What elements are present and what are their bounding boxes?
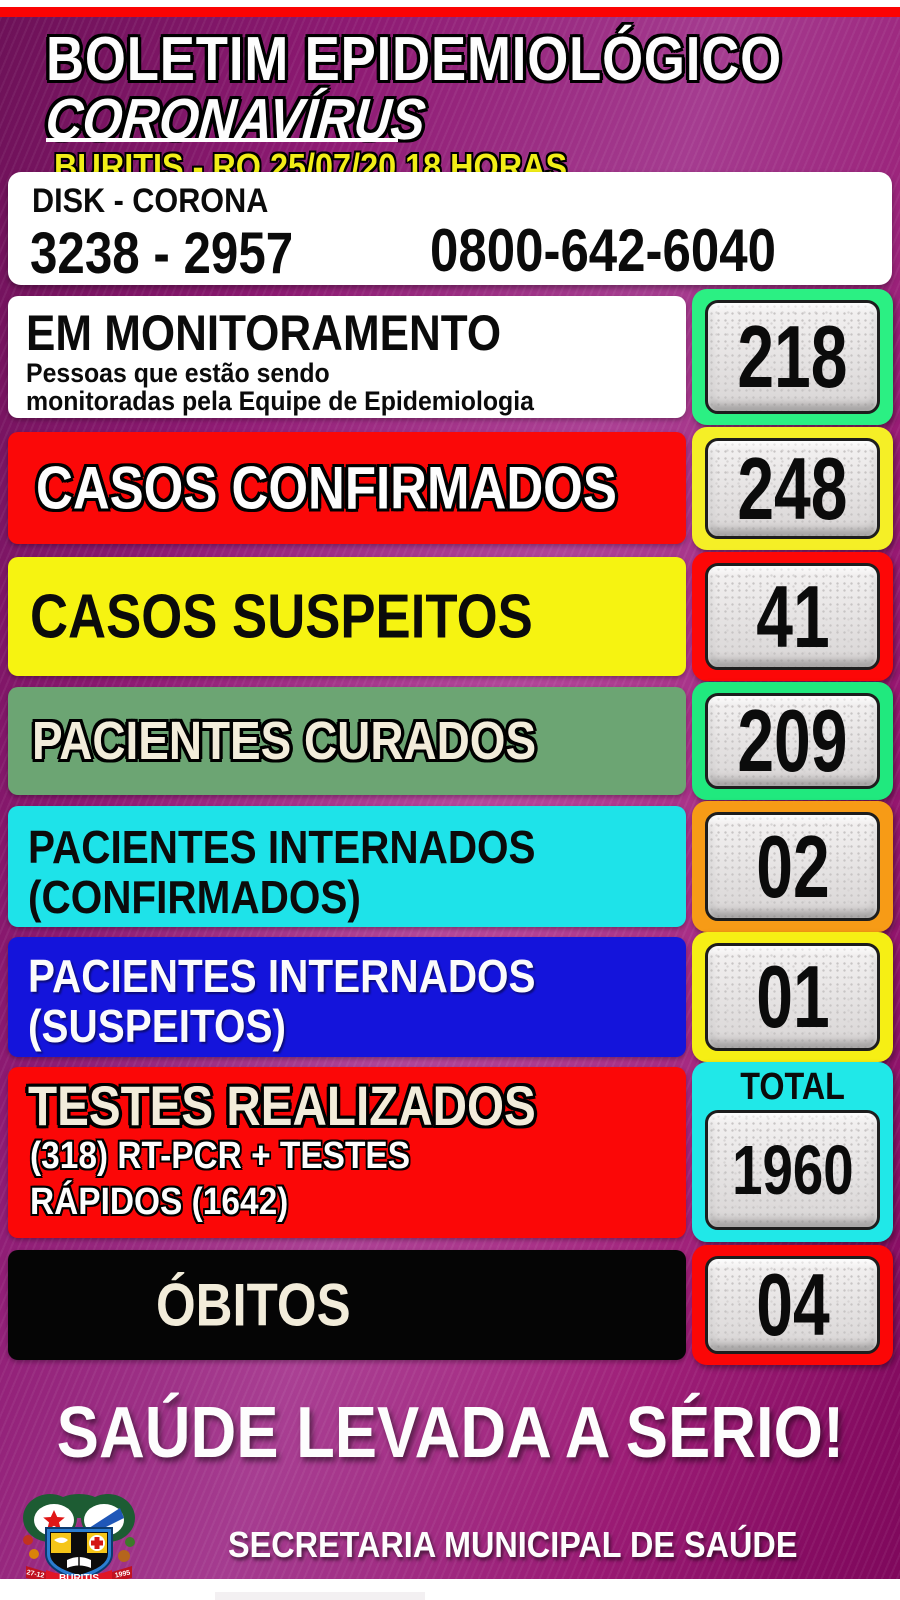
stat-bar-hospitalized-suspect: PACIENTES INTERNADOS (SUSPEITOS) — [8, 937, 686, 1057]
stat-value-suspect: 41 — [744, 566, 842, 668]
stat-sublabel-tests-1-text: (318) RT-PCR + TESTES — [30, 1135, 411, 1177]
subtitle-text: CORONAVÍRUS — [42, 87, 429, 152]
stat-value-confirmed: 248 — [719, 438, 866, 540]
top-white-strip — [0, 0, 900, 7]
buritis-crest-logo: BURITIS 27-12 1995 — [23, 1494, 135, 1587]
stat-bar-monitoring: EM MONITORAMENTO Pessoas que estão sendo… — [8, 296, 686, 418]
stat-bar-suspect: CASOS SUSPEITOS — [8, 557, 686, 676]
stat-label-suspect-text: CASOS SUSPEITOS — [30, 582, 533, 651]
stat-label-suspect: CASOS SUSPEITOS — [30, 581, 621, 652]
stat-label-cured: PACIENTES CURADOS — [32, 710, 625, 772]
stat-value-confirmed-text: 248 — [737, 438, 848, 538]
stat-label-hospitalized-confirmed-1: PACIENTES INTERNADOS — [28, 820, 605, 874]
stat-value-box-monitoring: 218 — [705, 300, 880, 414]
subtitle-underline — [46, 138, 398, 142]
stat-label-monitoring: EM MONITORAMENTO — [26, 304, 566, 362]
hotline-box: DISK - CORONA 3238 - 2957 0800-642-6040 — [8, 172, 892, 287]
stat-value-deaths-text: 04 — [755, 1255, 830, 1354]
crest-right-year-text: 1995 — [114, 1569, 131, 1579]
stat-label-hospitalized-confirmed-2: (CONFIRMADOS) — [28, 870, 406, 924]
hotline-phone-tollfree-text: 0800-642-6040 — [430, 217, 776, 284]
stat-value-box-hospitalized-confirmed: 02 — [705, 812, 880, 921]
stat-label-confirmed: CASOS CONFIRMADOS — [36, 454, 719, 523]
stat-value-frame-hospitalized-suspect: 01 — [692, 932, 893, 1062]
stat-label-hospitalized-confirmed-1-text: PACIENTES INTERNADOS — [28, 821, 536, 873]
stat-label-hospitalized-suspect-2-text: (SUSPEITOS) — [28, 1000, 286, 1052]
stat-sublabel-monitoring-1-text: Pessoas que estão sendo — [26, 358, 330, 388]
stat-label-hospitalized-suspect-1-text: PACIENTES INTERNADOS — [28, 950, 536, 1002]
stat-value-box-cured: 209 — [705, 690, 880, 792]
stat-value-box-suspect: 41 — [705, 563, 880, 670]
stat-bar-hospitalized-confirmed: PACIENTES INTERNADOS (CONFIRMADOS) — [8, 806, 686, 927]
stat-label-confirmed-text: CASOS CONFIRMADOS — [36, 454, 617, 522]
page-title-text: BOLETIM EPIDEMIOLÓGICO — [46, 25, 783, 94]
bottom-faint-bar — [215, 1592, 425, 1600]
stat-value-cured-text: 209 — [737, 691, 848, 790]
organization-name-text: SECRETARIA MUNICIPAL DE SAÚDE — [228, 1524, 798, 1565]
subtitle-coronavirus: CORONAVÍRUS — [42, 86, 477, 153]
stat-value-frame-deaths: 04 — [692, 1245, 893, 1365]
stat-label-monitoring-text: EM MONITORAMENTO — [26, 305, 502, 361]
crest-city-text: BURITIS — [59, 1573, 99, 1584]
stat-value-frame-confirmed: 248 — [692, 427, 893, 550]
stat-sublabel-monitoring-2-text: monitoradas pela Equipe de Epidemiologia — [26, 386, 534, 416]
hotline-phone-tollfree: 0800-642-6040 — [430, 216, 837, 285]
stat-value-box-confirmed: 248 — [705, 438, 880, 539]
stat-label-tests-text: TESTES REALIZADOS — [28, 1074, 536, 1137]
hotline-label: DISK - CORONA — [32, 182, 295, 221]
stat-label-cured-text: PACIENTES CURADOS — [32, 711, 537, 771]
crest-left-date-text: 27-12 — [26, 1569, 45, 1580]
stat-sublabel-tests-1: (318) RT-PCR + TESTES — [30, 1135, 462, 1178]
bottom-white-strip — [0, 1579, 900, 1600]
stat-label-deaths: ÓBITOS — [156, 1271, 385, 1340]
stat-bar-confirmed: CASOS CONFIRMADOS — [8, 432, 686, 544]
slogan: SAÚDE LEVADA A SÉRIO! — [0, 1392, 900, 1474]
organization-name: SECRETARIA MUNICIPAL DE SAÚDE — [228, 1524, 861, 1566]
stat-bar-deaths: ÓBITOS — [8, 1250, 686, 1360]
stat-value-frame-hospitalized-confirmed: 02 — [692, 801, 893, 932]
stat-value-hospitalized-confirmed-text: 02 — [755, 816, 830, 916]
stat-value-hospitalized-suspect: 01 — [744, 946, 842, 1048]
stat-value-hospitalized-suspect-text: 01 — [755, 947, 830, 1046]
stat-sublabel-monitoring-2: monitoradas pela Equipe de Epidemiologia — [26, 386, 578, 417]
stat-value-suspect-text: 41 — [755, 566, 830, 666]
stat-value-frame-suspect: 41 — [692, 552, 893, 681]
stat-label-hospitalized-suspect-2: (SUSPEITOS) — [28, 999, 321, 1053]
slogan-text: SAÚDE LEVADA A SÉRIO! — [56, 1393, 844, 1473]
hotline-phone-local-text: 3238 - 2957 — [30, 221, 294, 286]
stat-total-label-text: TOTAL — [740, 1066, 845, 1108]
stat-value-box-tests: 1960 — [705, 1110, 880, 1230]
stat-sublabel-monitoring-1: Pessoas que estão sendo — [26, 358, 356, 389]
stat-value-frame-cured: 209 — [692, 682, 893, 800]
stat-value-frame-tests: TOTAL 1960 — [692, 1062, 893, 1242]
stat-label-tests: TESTES REALIZADOS — [28, 1073, 625, 1138]
hotline-label-text: DISK - CORONA — [32, 182, 269, 220]
stat-value-deaths: 04 — [744, 1254, 842, 1356]
stat-value-cured: 209 — [719, 690, 866, 792]
stat-value-hospitalized-confirmed: 02 — [744, 816, 842, 918]
stat-total-label: TOTAL — [692, 1066, 893, 1109]
stat-label-hospitalized-confirmed-2-text: (CONFIRMADOS) — [28, 871, 361, 923]
stat-value-frame-monitoring: 218 — [692, 289, 893, 425]
hotline-phone-local: 3238 - 2957 — [30, 220, 340, 287]
stat-label-deaths-text: ÓBITOS — [156, 1271, 351, 1339]
page-title: BOLETIM EPIDEMIOLÓGICO — [46, 24, 900, 95]
stat-value-box-deaths: 04 — [705, 1254, 880, 1356]
stat-value-box-hospitalized-suspect: 01 — [705, 943, 880, 1051]
top-red-strip — [0, 7, 900, 17]
stat-bar-cured: PACIENTES CURADOS — [8, 687, 686, 795]
stat-value-monitoring-text: 218 — [737, 307, 848, 406]
stat-value-tests-text: 1960 — [731, 1131, 854, 1209]
stat-value-tests: 1960 — [715, 1130, 871, 1210]
stat-label-hospitalized-suspect-1: PACIENTES INTERNADOS — [28, 949, 605, 1003]
stat-sublabel-tests-2-text: RÁPIDOS (1642) — [30, 1181, 289, 1223]
stat-value-monitoring: 218 — [719, 306, 866, 408]
stat-sublabel-tests-2: RÁPIDOS (1642) — [30, 1181, 324, 1224]
stat-bar-tests: TESTES REALIZADOS (318) RT-PCR + TESTES … — [8, 1067, 686, 1238]
